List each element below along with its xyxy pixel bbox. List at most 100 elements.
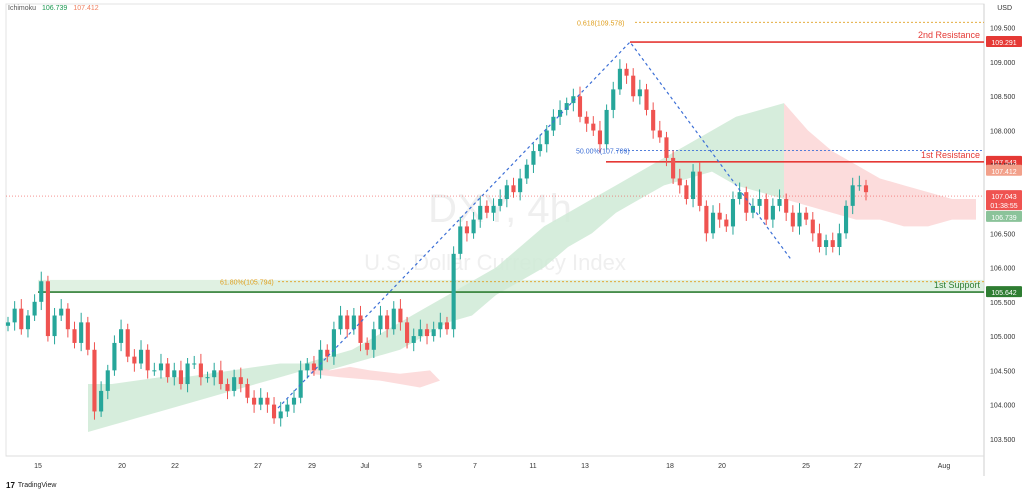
y-tick-label: 109.500 bbox=[990, 26, 1015, 33]
candle-body bbox=[265, 397, 270, 405]
candle-body bbox=[557, 109, 563, 117]
candle-body bbox=[232, 377, 237, 391]
indicator-value-2: 107.412 bbox=[73, 5, 99, 12]
candle-body bbox=[12, 308, 17, 323]
candle-body bbox=[804, 212, 809, 220]
candle-body bbox=[138, 349, 144, 364]
y-tick-label: 105.500 bbox=[990, 300, 1015, 307]
candle-body bbox=[252, 397, 257, 405]
candle-body bbox=[611, 89, 616, 110]
candle-body bbox=[65, 308, 70, 330]
price-tag-text: 106.739 bbox=[991, 215, 1016, 222]
candle-body bbox=[504, 185, 509, 200]
candle-body bbox=[604, 109, 609, 145]
candle-body bbox=[644, 89, 649, 110]
candle-body bbox=[198, 363, 203, 378]
candle-body bbox=[351, 315, 356, 330]
candle-body bbox=[524, 164, 529, 179]
candle-body bbox=[185, 363, 190, 385]
candle-body bbox=[837, 233, 842, 247]
x-tick-label: 15 bbox=[34, 463, 42, 470]
candle-body bbox=[651, 109, 656, 131]
candle-body bbox=[863, 185, 869, 193]
candle-body bbox=[757, 199, 762, 206]
candle-body bbox=[418, 329, 423, 337]
y-tick-label: 108.500 bbox=[990, 94, 1015, 101]
y-tick-label: 106.500 bbox=[990, 231, 1015, 238]
ichimoku-cloud-bearish bbox=[784, 103, 976, 227]
indicator-name: Ichimoku bbox=[8, 5, 37, 12]
candle-body bbox=[305, 363, 310, 371]
candle-body bbox=[391, 308, 396, 330]
candle-body bbox=[531, 151, 536, 165]
fib-zigzag-line[interactable] bbox=[277, 41, 793, 409]
candle-body bbox=[577, 96, 583, 117]
y-tick-label: 106.000 bbox=[990, 266, 1015, 273]
candle-body bbox=[631, 75, 636, 97]
candle-body bbox=[671, 157, 676, 179]
fib-label: 0.618(109.578) bbox=[577, 20, 624, 27]
candle-body bbox=[684, 185, 689, 200]
candle-body bbox=[25, 315, 31, 330]
x-tick-label: 27 bbox=[854, 463, 862, 470]
candle-body bbox=[165, 363, 170, 378]
candle-body bbox=[451, 253, 456, 330]
level-price-tag-text: 107.543 bbox=[991, 160, 1016, 167]
candle-body bbox=[178, 370, 183, 385]
candle-body bbox=[291, 397, 297, 405]
level-price-tag-text: 105.642 bbox=[991, 290, 1016, 297]
candle-body bbox=[145, 349, 150, 371]
candle-body bbox=[271, 404, 277, 419]
x-tick-label: 27 bbox=[254, 463, 262, 470]
candle-body bbox=[99, 390, 104, 412]
candle-body bbox=[784, 199, 789, 213]
x-tick-label: Jul bbox=[361, 463, 370, 470]
y-tick-label: 108.000 bbox=[990, 128, 1015, 135]
candle-body bbox=[730, 199, 736, 227]
candle-body bbox=[132, 356, 137, 364]
candle-body bbox=[92, 349, 97, 412]
candle-body bbox=[285, 404, 290, 412]
candle-body bbox=[365, 342, 370, 350]
x-tick-label: 13 bbox=[581, 463, 589, 470]
x-tick-label: 25 bbox=[802, 463, 810, 470]
candle-body bbox=[119, 329, 124, 343]
x-tick-label: 18 bbox=[666, 463, 674, 470]
candle-body bbox=[225, 384, 230, 391]
y-tick-label: 103.500 bbox=[990, 437, 1015, 444]
candle-body bbox=[770, 205, 775, 220]
candle-body bbox=[697, 171, 702, 206]
candle-body bbox=[484, 205, 489, 213]
candle-body bbox=[318, 349, 323, 371]
candle-body bbox=[398, 308, 403, 323]
indicator-legend[interactable]: Ichimoku 106.739 107.412 bbox=[8, 5, 99, 12]
candle-body bbox=[125, 329, 130, 357]
candle-body bbox=[617, 68, 622, 90]
candle-body bbox=[458, 226, 463, 254]
indicator-value-1: 106.739 bbox=[42, 5, 68, 12]
candle-body bbox=[824, 240, 829, 247]
y-tick-label: 109.000 bbox=[990, 60, 1015, 67]
level-label: 2nd Resistance bbox=[918, 30, 980, 40]
candle-body bbox=[571, 96, 576, 104]
tradingview-brand[interactable]: 17 TradingView bbox=[6, 481, 56, 490]
candle-body bbox=[39, 281, 44, 302]
price-tag-text: 107.412 bbox=[991, 169, 1016, 176]
candle-body bbox=[112, 342, 117, 371]
candle-body bbox=[704, 205, 709, 234]
candle-body bbox=[624, 68, 629, 76]
candle-body bbox=[378, 315, 383, 330]
candle-body bbox=[192, 363, 197, 365]
candle-body bbox=[664, 137, 669, 158]
candle-body bbox=[511, 185, 516, 193]
brand-text: TradingView bbox=[17, 482, 57, 489]
candle-body bbox=[498, 199, 503, 206]
candle-body bbox=[471, 219, 476, 234]
candle-body bbox=[258, 397, 263, 405]
candle-body bbox=[358, 315, 363, 343]
candle-body bbox=[491, 205, 496, 213]
candle-body bbox=[464, 226, 469, 234]
x-tick-label: Aug bbox=[938, 463, 951, 470]
level-price-tag bbox=[986, 155, 1022, 167]
